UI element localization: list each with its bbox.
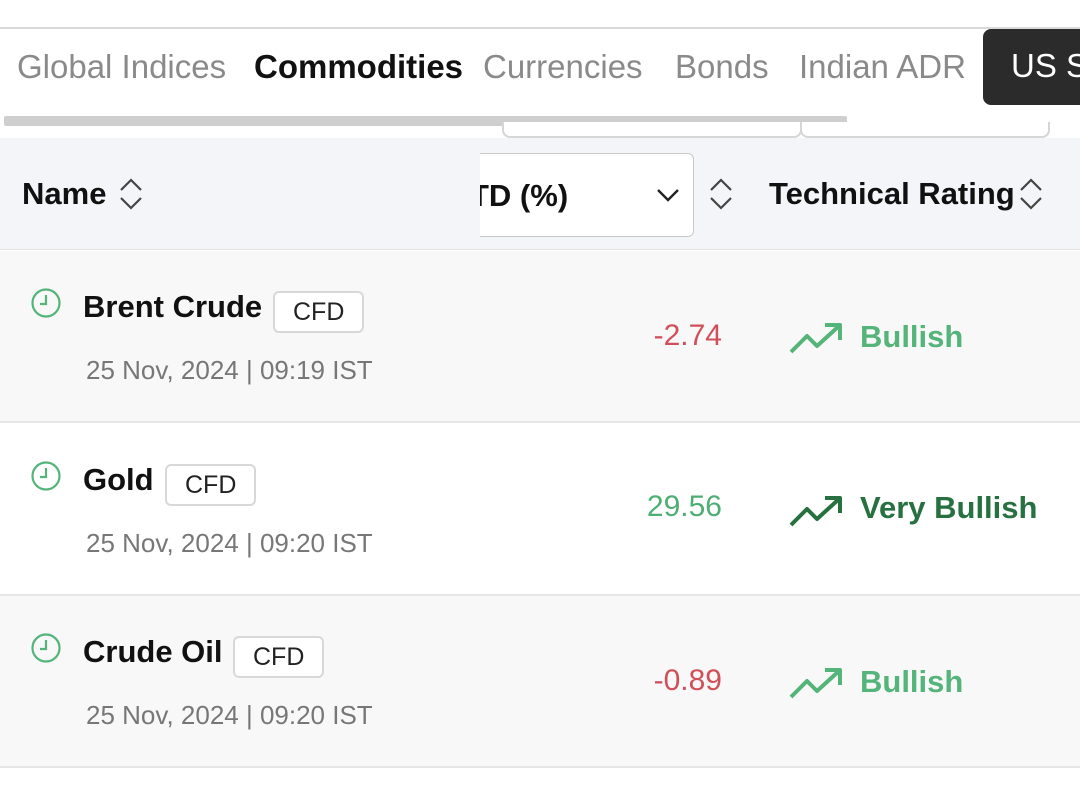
table-row[interactable]: Crude Oil CFD 25 Nov, 2024 | 09:20 IST -… <box>0 596 1080 768</box>
tab-indian-adr[interactable]: Indian ADR <box>799 48 966 85</box>
top-divider <box>0 27 1080 29</box>
trending-up-icon <box>789 323 842 354</box>
tab-scrollbar-thumb[interactable] <box>4 116 847 126</box>
timestamp: 25 Nov, 2024 | 09:20 IST <box>86 700 373 730</box>
tab-us-stocks-label: US St <box>1011 47 1080 84</box>
clock-icon <box>31 461 61 491</box>
column-header-technical-rating[interactable]: Technical Rating <box>769 176 1015 211</box>
tab-commodities[interactable]: Commodities <box>254 48 464 85</box>
clock-icon <box>31 288 61 318</box>
trending-up-icon <box>789 496 842 527</box>
cfd-badge: CFD <box>273 291 365 333</box>
sort-change-icon[interactable] <box>708 176 734 212</box>
change-period-label: TD (%) <box>480 178 569 213</box>
change-value: 29.56 <box>646 490 722 523</box>
change-value: -2.74 <box>653 319 722 352</box>
clock-icon <box>31 633 61 663</box>
technical-rating: Bullish <box>860 319 964 354</box>
filter-box-edge <box>502 122 802 138</box>
chevron-down-icon <box>657 189 679 202</box>
change-period-select[interactable]: TD (%) <box>480 153 694 237</box>
tab-currencies[interactable]: Currencies <box>483 48 643 85</box>
technical-rating: Bullish <box>860 664 964 699</box>
timestamp: 25 Nov, 2024 | 09:20 IST <box>86 528 373 558</box>
tab-bonds[interactable]: Bonds <box>675 48 769 85</box>
table-row[interactable]: Gold CFD 25 Nov, 2024 | 09:20 IST 29.56 … <box>0 424 1080 596</box>
instrument-name[interactable]: Brent Crude <box>83 289 263 324</box>
technical-rating: Very Bullish <box>860 490 1038 525</box>
instrument-name[interactable]: Gold <box>83 462 154 497</box>
cfd-badge: CFD <box>165 464 257 506</box>
tab-us-stocks[interactable]: US St <box>983 29 1080 105</box>
cfd-badge: CFD <box>233 636 325 678</box>
tab-global-indices[interactable]: Global Indices <box>17 48 227 85</box>
sort-rating-icon[interactable] <box>1018 176 1044 212</box>
instrument-name[interactable]: Crude Oil <box>83 634 223 669</box>
filter-box-edge <box>800 122 1050 138</box>
table-header: Name TD (%) Technical Rating <box>0 138 1080 250</box>
column-header-name[interactable]: Name <box>22 176 107 211</box>
trending-up-icon <box>789 668 842 699</box>
sort-name-icon[interactable] <box>118 176 144 212</box>
table-row[interactable]: Brent Crude CFD 25 Nov, 2024 | 09:19 IST… <box>0 251 1080 423</box>
change-value: -0.89 <box>653 664 722 697</box>
market-tabs: Global Indices Commodities Currencies Bo… <box>0 29 1080 111</box>
timestamp: 25 Nov, 2024 | 09:19 IST <box>86 355 373 385</box>
